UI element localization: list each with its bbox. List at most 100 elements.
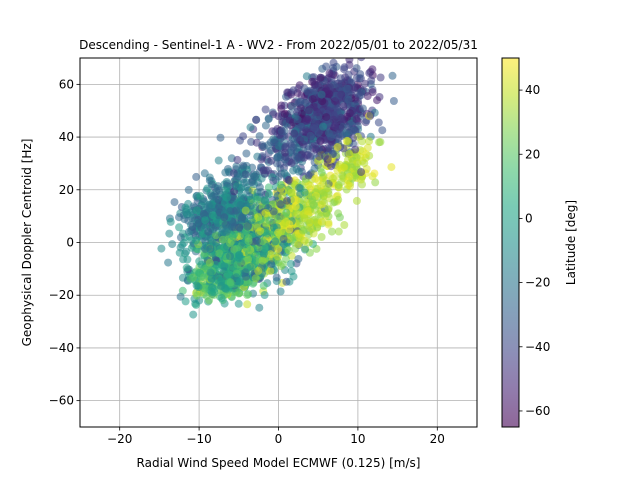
scatter-point bbox=[317, 217, 326, 226]
scatter-point bbox=[254, 266, 263, 275]
scatter-point bbox=[207, 180, 216, 189]
scatter-point bbox=[335, 213, 344, 222]
scatter-point bbox=[220, 284, 229, 293]
scatter-point bbox=[192, 172, 201, 181]
scatter-point bbox=[184, 216, 193, 225]
scatter-point bbox=[344, 181, 353, 189]
scatter-point bbox=[329, 58, 338, 67]
scatter-point bbox=[308, 95, 317, 104]
scatter-point bbox=[290, 129, 299, 138]
scatter-point bbox=[175, 213, 183, 222]
x-tick-label: 0 bbox=[275, 432, 283, 446]
scatter-point bbox=[323, 155, 332, 164]
scatter-point bbox=[302, 151, 311, 160]
scatter-point bbox=[315, 152, 324, 161]
scatter-point bbox=[189, 310, 198, 319]
scatter-point bbox=[221, 168, 230, 177]
scatter-point bbox=[389, 97, 398, 105]
scatter-point bbox=[277, 101, 286, 110]
scatter-point bbox=[304, 171, 313, 180]
scatter-point bbox=[181, 203, 190, 212]
scatter-point bbox=[317, 90, 326, 99]
scatter-point bbox=[344, 95, 353, 104]
scatter-point bbox=[336, 74, 345, 83]
scatter-point bbox=[211, 260, 220, 269]
scatter-point bbox=[246, 196, 255, 205]
scatter-point bbox=[243, 300, 252, 309]
y-tick-label: 0 bbox=[66, 236, 74, 250]
y-tick-label: −60 bbox=[49, 394, 74, 408]
scatter-point bbox=[353, 158, 362, 167]
scatter-point bbox=[342, 84, 351, 93]
scatter-point bbox=[260, 249, 269, 257]
scatter-point bbox=[199, 273, 208, 282]
scatter-point bbox=[352, 196, 361, 205]
scatter-point bbox=[253, 152, 262, 161]
scatter-point bbox=[232, 182, 241, 191]
scatter-point bbox=[215, 202, 223, 211]
scatter-point bbox=[331, 121, 340, 130]
scatter-point bbox=[239, 132, 248, 141]
scatter-point bbox=[269, 176, 278, 185]
scatter-point bbox=[252, 115, 261, 124]
scatter-point bbox=[271, 237, 280, 246]
scatter-point bbox=[274, 172, 283, 181]
scatter-point bbox=[226, 278, 235, 287]
scatter-point bbox=[258, 256, 267, 265]
scatter-point bbox=[351, 145, 360, 154]
scatter-point bbox=[293, 107, 302, 116]
scatter-point bbox=[276, 287, 285, 296]
scatter-point bbox=[334, 195, 343, 204]
y-tick-label: 60 bbox=[59, 77, 74, 91]
scatter-point bbox=[226, 239, 234, 247]
scatter-point bbox=[309, 123, 318, 132]
x-axis-label: Radial Wind Speed Model ECMWF (0.125) [m… bbox=[137, 456, 421, 470]
scatter-point bbox=[182, 263, 191, 272]
scatter-point bbox=[295, 233, 304, 242]
scatter-point bbox=[183, 255, 192, 264]
scatter-point bbox=[378, 126, 387, 135]
scatter-point bbox=[222, 227, 231, 236]
scatter-point bbox=[357, 58, 366, 62]
scatter-point bbox=[274, 215, 283, 224]
scatter-point bbox=[258, 237, 267, 246]
scatter-point bbox=[236, 200, 245, 209]
scatter-point bbox=[352, 115, 361, 124]
scatter-point bbox=[247, 216, 256, 224]
scatter-point bbox=[333, 143, 342, 152]
scatter-point bbox=[340, 65, 348, 74]
scatter-point bbox=[257, 187, 265, 196]
scatter-point bbox=[345, 109, 354, 118]
x-tick-label: 10 bbox=[350, 432, 365, 446]
scatter-point bbox=[337, 113, 346, 122]
chart-title: Descending - Sentinel-1 A - WV2 - From 2… bbox=[79, 38, 478, 52]
y-tick-label: −20 bbox=[49, 288, 74, 302]
scatter-point bbox=[344, 121, 353, 130]
scatter-point bbox=[285, 225, 294, 234]
scatter-point bbox=[376, 73, 385, 82]
scatter-point bbox=[263, 141, 272, 150]
scatter-point bbox=[281, 219, 290, 228]
scatter-points bbox=[157, 58, 398, 319]
scatter-point bbox=[195, 257, 204, 266]
colorbar-tick-label: 40 bbox=[525, 83, 540, 97]
scatter-point bbox=[284, 246, 293, 255]
scatter-point bbox=[188, 222, 197, 231]
scatter-point bbox=[264, 183, 273, 192]
colorbar-ticks: −60 −40 −20 0 20 40 bbox=[519, 83, 550, 418]
scatter-point bbox=[207, 288, 216, 296]
scatter-point bbox=[327, 133, 336, 141]
scatter-point bbox=[318, 197, 327, 205]
y-tick-label: 40 bbox=[59, 130, 74, 144]
scatter-point bbox=[260, 291, 269, 299]
scatter-point bbox=[276, 200, 285, 209]
scatter-point bbox=[205, 258, 214, 267]
scatter-point bbox=[258, 141, 267, 150]
scatter-point bbox=[182, 247, 191, 256]
scatter-point bbox=[281, 148, 290, 157]
scatter-point bbox=[368, 88, 377, 97]
scatter-point bbox=[287, 102, 296, 111]
scatter-point bbox=[261, 121, 270, 130]
y-axis-label: Geophysical Doppler Centroid [Hz] bbox=[20, 139, 34, 347]
